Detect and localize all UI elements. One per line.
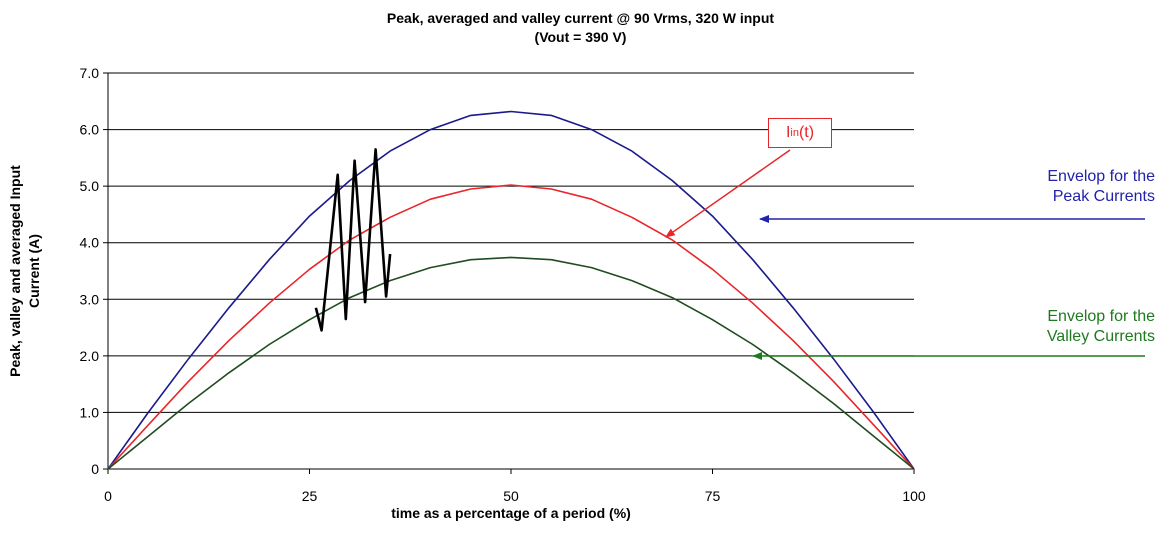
y-tick-label-3: 3.0 (80, 291, 100, 307)
iin-label-tail: (t) (798, 124, 815, 141)
valley-envelope-label: Envelop for the Valley Currents (1047, 307, 1155, 347)
peak-envelope-line1: Envelop for the (1047, 168, 1155, 185)
iin-arrow (664, 149, 791, 238)
axes (103, 72, 915, 474)
valley-envelope-line (107, 256, 915, 470)
chart-subtitle: (Vout = 390 V) (534, 29, 627, 45)
y-tick-label-1: 1.0 (80, 404, 100, 420)
valley-envelope-line1: Envelop for the (1047, 308, 1155, 325)
y-tick-label-4: 4.0 (80, 235, 100, 251)
peak-envelope-label: Envelop for the Peak Currents (1047, 167, 1155, 207)
y-tick-label-0: 0 (91, 461, 99, 477)
y-axis-title-line1: Peak, valley and averaged Input (7, 165, 23, 377)
valley-envelope-line2: Valley Currents (1046, 328, 1155, 345)
iin-label-base: I (785, 124, 791, 141)
tick-labels: 0 1.0 2.0 3.0 4.0 5.0 6.0 7.0 0 25 50 75 100 (80, 65, 926, 504)
peak-envelope-line2: Peak Currents (1052, 188, 1155, 205)
iin-label-sub: in (790, 127, 799, 139)
inductor-current-ripple-line (314, 148, 392, 332)
y-tick-label-5: 5.0 (80, 178, 100, 194)
x-tick-label-1: 25 (302, 488, 318, 504)
x-tick-label-3: 75 (705, 488, 721, 504)
average-current-line (107, 184, 915, 470)
chart-title: Peak, averaged and valley current @ 90 V… (386, 10, 775, 26)
peak-envelope-line (107, 110, 915, 470)
y-axis-title-line2: Current (A) (26, 234, 42, 308)
x-tick-label-0: 0 (104, 488, 112, 504)
y-tick-label-2: 2.0 (80, 348, 100, 364)
y-tick-label-7: 7.0 (80, 65, 100, 81)
x-tick-label-2: 50 (503, 488, 519, 504)
annotation-arrows (664, 149, 1145, 360)
series-layer (107, 110, 915, 470)
x-axis-title: time as a percentage of a period (%) (391, 505, 631, 521)
x-tick-label-4: 100 (902, 488, 926, 504)
y-tick-label-6: 6.0 (80, 122, 100, 138)
